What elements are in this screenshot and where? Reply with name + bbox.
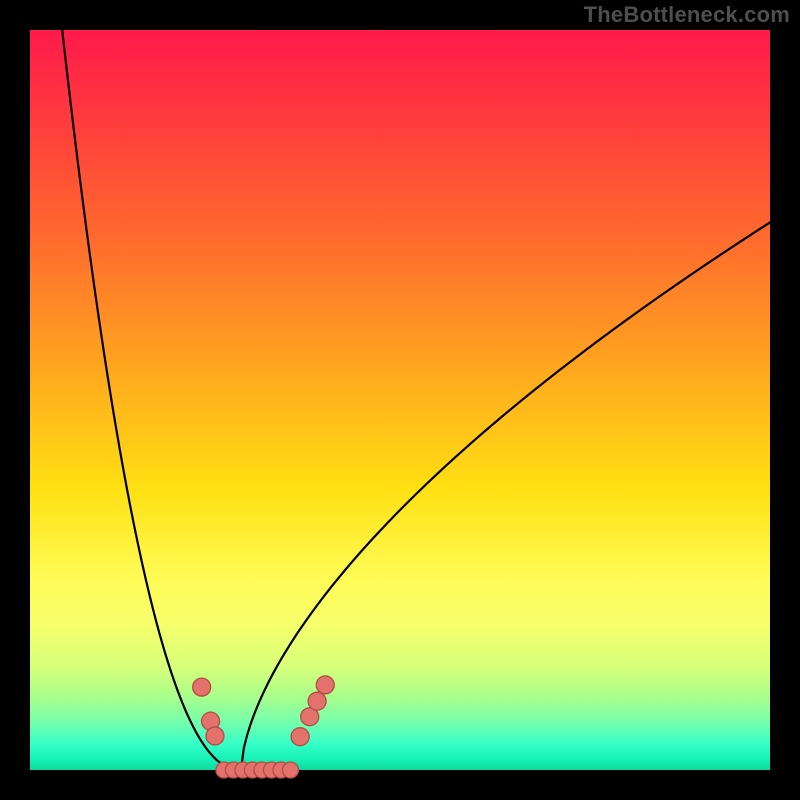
chart-stage: TheBottleneck.com xyxy=(0,0,800,800)
gradient-background xyxy=(30,30,770,770)
marker-dot xyxy=(193,678,211,696)
marker-dot xyxy=(282,762,298,778)
marker-dot xyxy=(206,727,224,745)
watermark-text: TheBottleneck.com xyxy=(584,2,790,28)
marker-dot xyxy=(316,676,334,694)
marker-dot xyxy=(308,692,326,710)
marker-dot xyxy=(291,728,309,746)
bottleneck-curve-chart xyxy=(0,0,800,800)
